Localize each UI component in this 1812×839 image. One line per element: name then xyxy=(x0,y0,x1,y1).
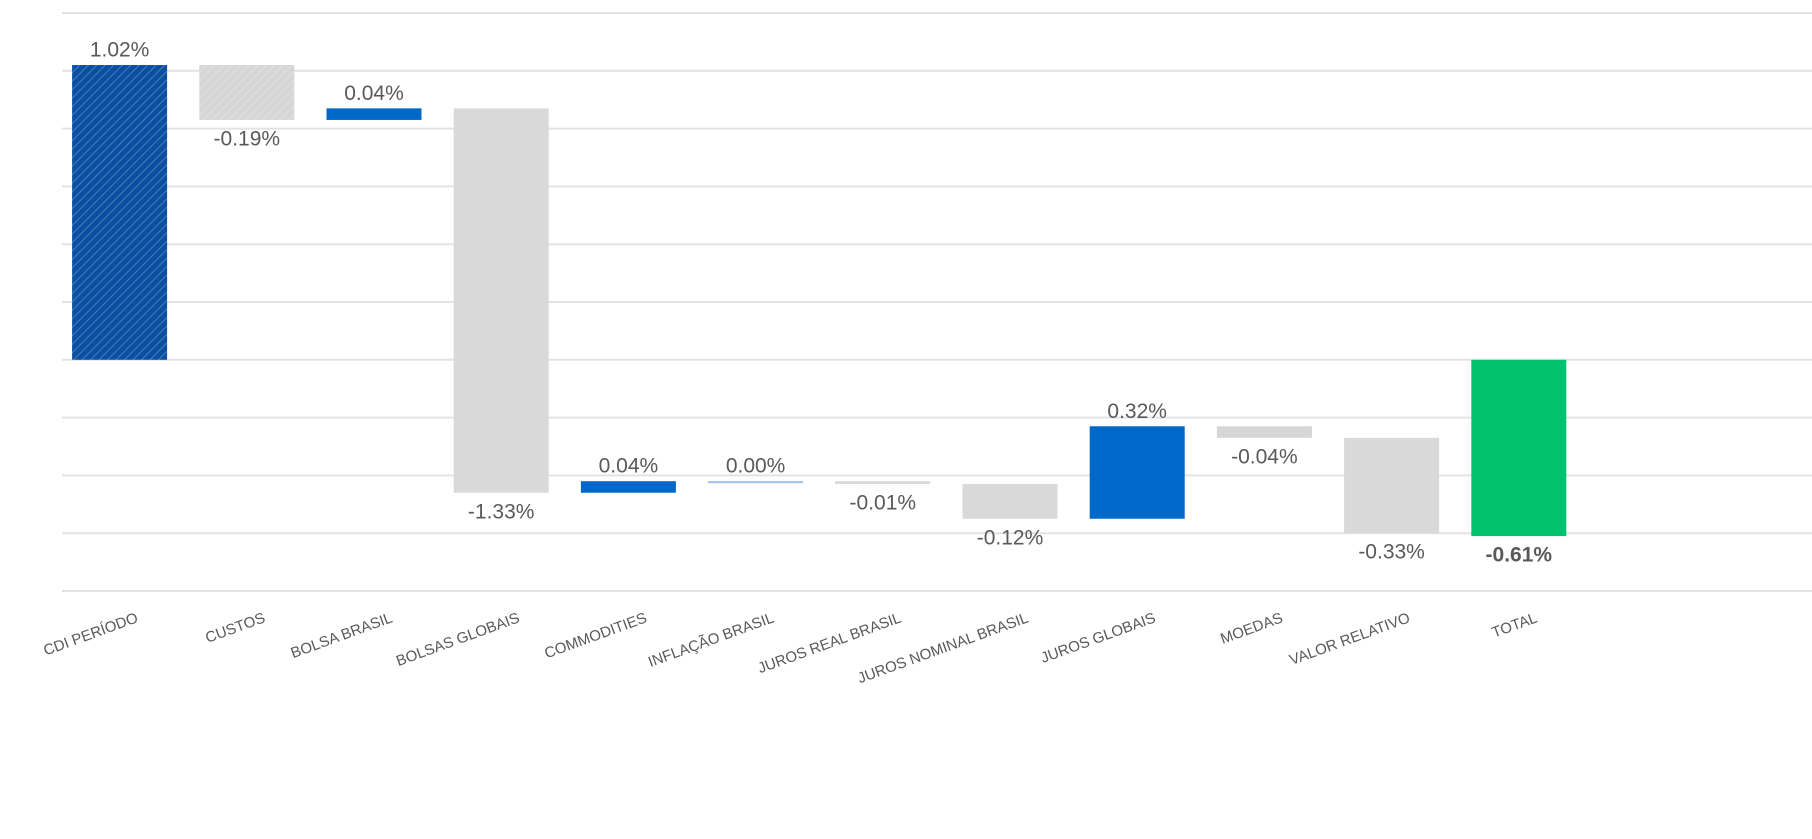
bar xyxy=(835,481,931,485)
x-tick-label: BOLSAS GLOBAIS xyxy=(394,610,522,670)
bar xyxy=(1344,437,1440,534)
data-label: 0.04% xyxy=(599,455,659,478)
x-tick-label: JUROS GLOBAIS xyxy=(1039,610,1158,667)
data-label: -0.19% xyxy=(214,127,281,150)
bar-hatch xyxy=(72,65,168,360)
bar xyxy=(708,481,804,484)
data-label: 0.00% xyxy=(726,455,786,478)
bar xyxy=(1216,426,1312,438)
data-label: 0.04% xyxy=(344,82,404,105)
bar xyxy=(1089,426,1185,519)
bar xyxy=(1471,359,1567,537)
data-label: 0.32% xyxy=(1107,400,1167,423)
bar xyxy=(326,108,422,120)
bar xyxy=(453,108,549,493)
data-label: -1.33% xyxy=(468,500,535,523)
bar xyxy=(580,481,676,493)
bar-hatch xyxy=(199,65,295,120)
data-label: -0.12% xyxy=(977,526,1044,549)
data-label: -0.33% xyxy=(1358,541,1425,564)
x-tick-label: MOEDAS xyxy=(1218,610,1285,648)
x-tick-label: BOLSA BRASIL xyxy=(289,610,395,662)
data-label: -0.04% xyxy=(1231,445,1298,468)
data-label: 1.02% xyxy=(90,39,150,62)
bar xyxy=(962,484,1058,519)
x-tick-label: CUSTOS xyxy=(203,610,267,647)
x-tick-label: COMMODITIES xyxy=(542,610,649,663)
x-tick-label: VALOR RELATIVO xyxy=(1287,610,1412,669)
data-label: -0.61% xyxy=(1486,544,1553,567)
x-tick-label: CDI PERÍODO xyxy=(41,610,140,660)
data-label: -0.01% xyxy=(850,492,917,515)
x-tick-label: TOTAL xyxy=(1490,610,1540,642)
